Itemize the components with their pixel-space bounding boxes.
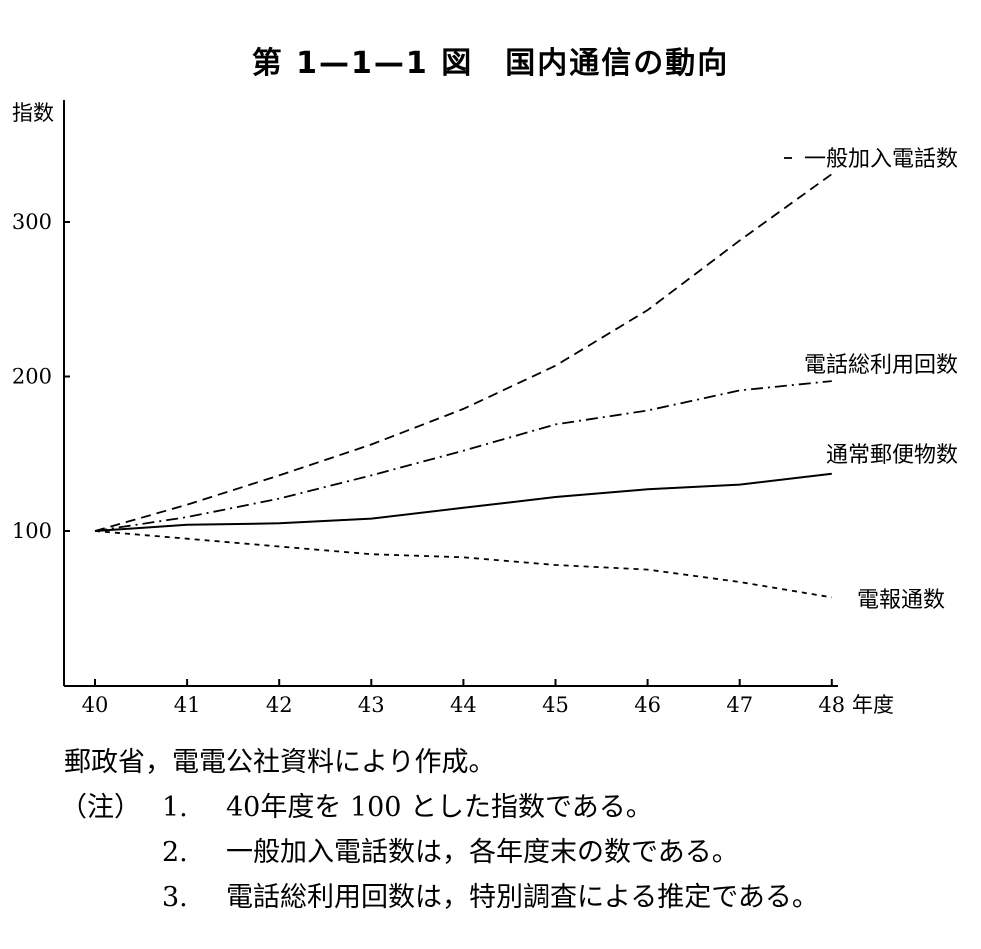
y-tick-label: 200: [12, 365, 52, 389]
series-label: 通常郵便物数: [826, 443, 958, 468]
x-tick-label: 45: [542, 693, 569, 717]
note-text: 電話総利用回数は，特別調査による推定である。: [226, 882, 819, 913]
line-chart: 指数 年度 100 200 300 40 41 42 43 44 45 46 47 48 一般加入電…: [12, 100, 958, 717]
chart-title: 第 1—1—1 図 国内通信の動向: [251, 46, 730, 81]
note-text: 一般加入電話数は，各年度末の数である。: [226, 837, 739, 868]
series-label: 電話総利用回数: [804, 353, 958, 378]
telephone-subscribers-line: [94, 173, 833, 532]
x-tick-label: 44: [450, 693, 477, 717]
x-tick-label: 41: [174, 693, 201, 717]
series-label: 電報通数: [857, 588, 945, 613]
y-axis: 指数: [12, 100, 65, 686]
x-tick-label: 46: [634, 693, 661, 717]
x-axis: 年度: [64, 685, 894, 717]
series-label: 一般加入電話数: [804, 147, 958, 172]
y-tick-label: 300: [12, 210, 52, 234]
note-text: 40年度を 100 とした指数である。: [226, 792, 653, 823]
x-axis-label: 年度: [852, 693, 894, 717]
series-lines: [94, 173, 833, 599]
source-text: 郵政省，電電公社資料により作成。: [64, 747, 496, 778]
x-tick-label: 42: [266, 693, 293, 717]
x-tick-label: 48: [818, 693, 845, 717]
y-tick-label: 100: [12, 519, 52, 543]
note-label: （注）: [60, 792, 141, 823]
x-tick-label: 43: [358, 693, 385, 717]
note-number: 3.: [162, 882, 188, 913]
total-calls-line: [94, 380, 832, 532]
x-tick-label: 47: [726, 693, 753, 717]
note-number: 2.: [162, 837, 188, 868]
telegram-line: [94, 530, 832, 599]
note-number: 1.: [162, 792, 188, 823]
ordinary-mail-line: [94, 472, 832, 532]
y-ticks: 100 200 300: [12, 210, 70, 543]
x-tick-label: 40: [82, 693, 109, 717]
y-axis-label: 指数: [12, 101, 54, 125]
x-ticks: 40 41 42 43 44 45 46 47 48: [82, 679, 845, 717]
